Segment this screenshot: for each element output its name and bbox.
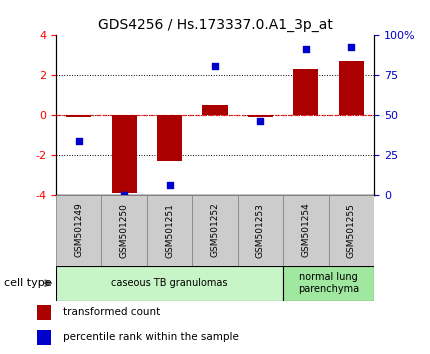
- Bar: [56, 266, 283, 301]
- Bar: [238, 195, 283, 266]
- Point: [257, 118, 264, 124]
- Text: GSM501252: GSM501252: [211, 203, 219, 257]
- Bar: [66, 115, 91, 117]
- Bar: [339, 61, 364, 115]
- Text: GSM501255: GSM501255: [347, 202, 356, 258]
- Bar: [248, 115, 273, 117]
- Text: percentile rank within the sample: percentile rank within the sample: [62, 332, 238, 342]
- Bar: [203, 105, 227, 115]
- Point: [121, 192, 128, 198]
- Bar: [37, 305, 51, 320]
- Bar: [293, 69, 318, 115]
- Text: GSM501251: GSM501251: [165, 202, 174, 258]
- Text: GSM501249: GSM501249: [74, 203, 83, 257]
- Point: [75, 138, 82, 144]
- Bar: [283, 195, 329, 266]
- Bar: [147, 195, 192, 266]
- Bar: [192, 195, 238, 266]
- Bar: [101, 195, 147, 266]
- Text: GSM501250: GSM501250: [120, 202, 129, 258]
- Bar: [283, 266, 374, 301]
- Bar: [329, 195, 374, 266]
- Text: caseous TB granulomas: caseous TB granulomas: [111, 278, 228, 288]
- Text: cell type: cell type: [4, 278, 52, 288]
- Bar: [37, 330, 51, 344]
- Point: [348, 45, 355, 50]
- Bar: [112, 115, 137, 193]
- Bar: [56, 195, 101, 266]
- Point: [302, 46, 309, 52]
- Text: transformed count: transformed count: [62, 307, 160, 317]
- Point: [166, 182, 173, 188]
- Text: GSM501254: GSM501254: [301, 203, 310, 257]
- Text: normal lung
parenchyma: normal lung parenchyma: [298, 272, 359, 294]
- Point: [212, 63, 218, 69]
- Text: GDS4256 / Hs.173337.0.A1_3p_at: GDS4256 / Hs.173337.0.A1_3p_at: [98, 18, 332, 32]
- Bar: [157, 115, 182, 161]
- Text: GSM501253: GSM501253: [256, 202, 265, 258]
